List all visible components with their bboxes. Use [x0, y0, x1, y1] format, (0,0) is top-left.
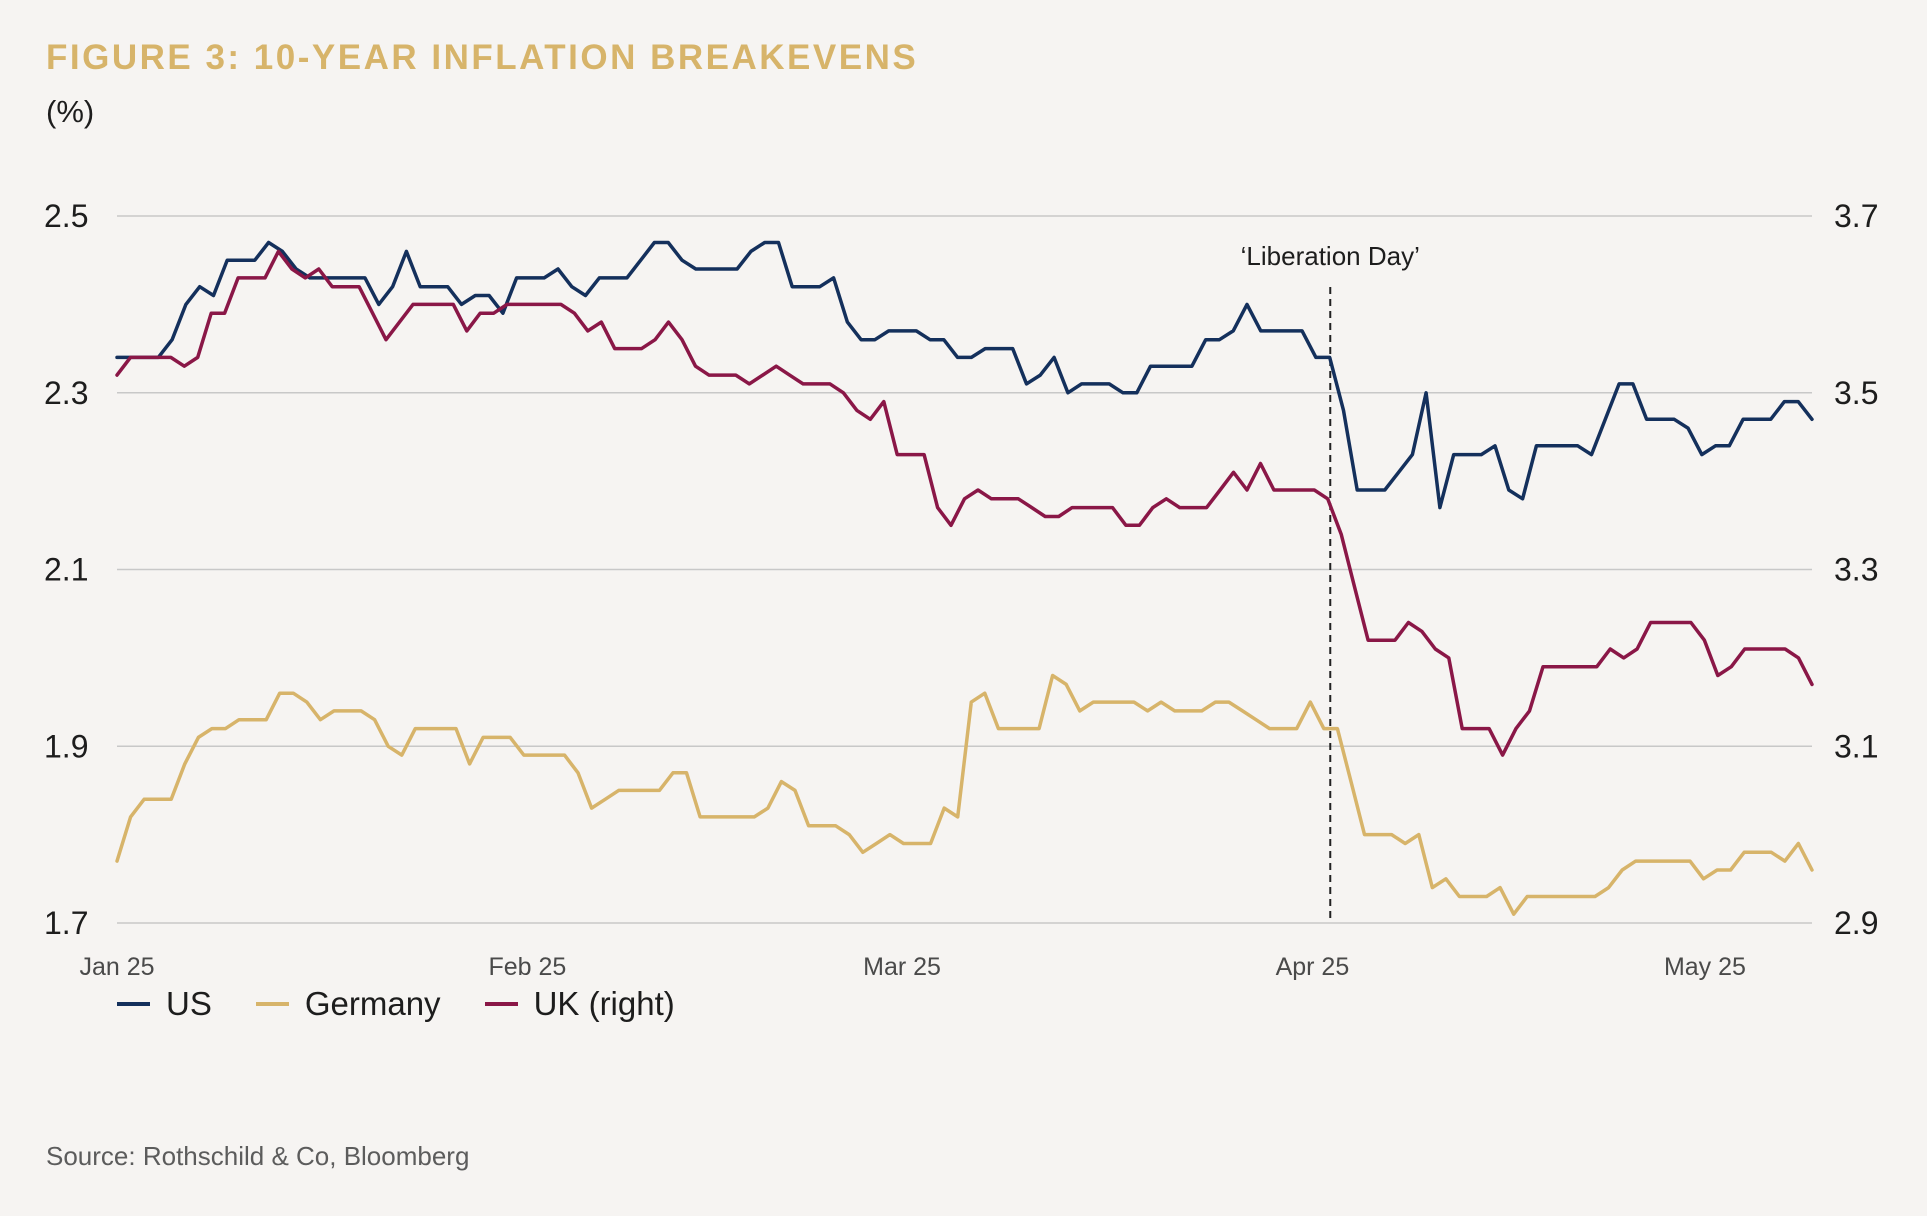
y-tick-label-left: 2.5 — [44, 198, 88, 234]
legend-item-uk[interactable]: UK (right) — [484, 985, 675, 1023]
x-tick-label: Mar 25 — [863, 953, 941, 981]
y-tick-label-right: 2.9 — [1834, 905, 1878, 941]
y-tick-label-right: 3.5 — [1834, 375, 1878, 411]
legend: US Germany UK (right) — [117, 985, 675, 1023]
legend-swatch-germany — [255, 1002, 289, 1006]
x-tick-label: Apr 25 — [1276, 953, 1350, 981]
series-lines — [115, 240, 1814, 916]
y-axis-unit-label: (%) — [46, 94, 95, 129]
annotation-label: ‘Liberation Day’ — [1241, 241, 1420, 271]
y-tick-label-right: 3.7 — [1834, 198, 1878, 234]
series-line-uk — [115, 249, 1814, 757]
chart-title: FIGURE 3: 10-YEAR INFLATION BREAKEVENS — [46, 38, 919, 77]
y-tick-label-left: 1.7 — [44, 905, 88, 941]
y-tick-label-left: 2.1 — [44, 552, 88, 588]
legend-swatch-us — [117, 1002, 150, 1006]
y-tick-label-right: 3.1 — [1834, 728, 1878, 764]
annotation: ‘Liberation Day’ — [1241, 241, 1420, 923]
right-y-axis: 3.7 3.5 3.3 3.1 2.9 — [1834, 198, 1878, 941]
legend-swatch-uk — [484, 1002, 518, 1006]
y-tick-label-right: 3.3 — [1834, 552, 1878, 588]
legend-label-germany: Germany — [304, 985, 441, 1022]
source-note: Source: Rothschild & Co, Bloomberg — [46, 1141, 470, 1171]
y-tick-label-left: 1.9 — [44, 728, 88, 764]
x-tick-label: May 25 — [1664, 953, 1746, 981]
series-line-germany — [115, 673, 1814, 916]
x-axis: Jan 25 Feb 25 Mar 25 Apr 25 May 25 — [79, 953, 1745, 981]
legend-label-uk: UK (right) — [533, 985, 675, 1022]
series-line-us — [115, 240, 1814, 510]
legend-item-us[interactable]: US — [117, 985, 212, 1023]
legend-item-germany[interactable]: Germany — [255, 985, 441, 1023]
left-y-axis: 2.5 2.3 2.1 1.9 1.7 — [44, 198, 88, 941]
gridlines — [117, 215, 1812, 924]
x-tick-label: Feb 25 — [488, 953, 566, 981]
y-tick-label-left: 2.3 — [44, 375, 88, 411]
x-tick-label: Jan 25 — [79, 953, 154, 981]
legend-label-us: US — [166, 985, 212, 1022]
